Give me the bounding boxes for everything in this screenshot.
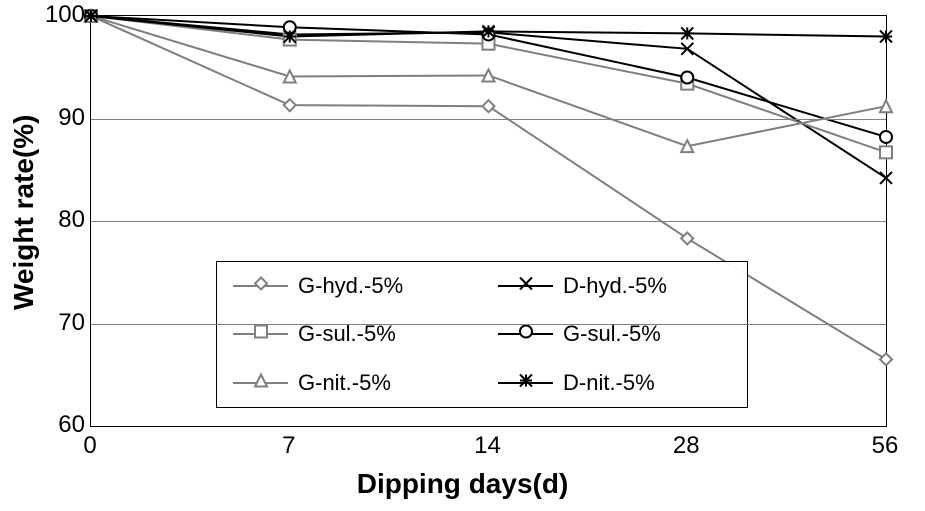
x-tick-label: 28 xyxy=(673,432,700,460)
legend-item: D-hyd.-5% xyxy=(482,273,747,299)
legend: G-hyd.-5% D-hyd.-5% G-sul.-5% G-sul.-5% G-ni… xyxy=(216,261,748,408)
x-tick-label: 0 xyxy=(83,432,96,460)
y-tick-label: 70 xyxy=(35,309,85,337)
legend-row: G-sul.-5% G-sul.-5% xyxy=(217,310,747,358)
legend-marker-icon xyxy=(253,276,269,297)
legend-item: G-sul.-5% xyxy=(482,321,747,347)
y-tick-label: 60 xyxy=(35,411,85,439)
legend-marker-icon xyxy=(518,372,534,393)
legend-line-icon xyxy=(233,285,288,287)
legend-label: G-nit.-5% xyxy=(298,370,391,396)
legend-row: G-hyd.-5% D-hyd.-5% xyxy=(217,262,747,310)
y-tick-label: 80 xyxy=(35,206,85,234)
legend-label: G-sul.-5% xyxy=(298,321,396,347)
gridline xyxy=(91,221,886,222)
gridline xyxy=(91,119,886,120)
legend-row: G-nit.-5% D-nit.-5% xyxy=(217,359,747,407)
legend-item: G-sul.-5% xyxy=(217,321,482,347)
legend-line-icon xyxy=(233,333,288,335)
legend-marker-icon xyxy=(518,324,534,345)
legend-label: D-hyd.-5% xyxy=(563,273,667,299)
legend-line-icon xyxy=(498,285,553,287)
plot-area: G-hyd.-5% D-hyd.-5% G-sul.-5% G-sul.-5% G-ni… xyxy=(90,15,887,427)
y-tick-label: 100 xyxy=(35,1,85,29)
legend-label: G-sul.-5% xyxy=(563,321,661,347)
x-axis-label: Dipping days(d) xyxy=(0,468,925,500)
legend-item: G-nit.-5% xyxy=(217,370,482,396)
legend-marker-icon xyxy=(518,276,534,297)
x-tick-label: 7 xyxy=(282,432,295,460)
chart-container: G-hyd.-5% D-hyd.-5% G-sul.-5% G-sul.-5% G-ni… xyxy=(0,0,925,511)
legend-line-icon xyxy=(233,382,288,384)
y-tick-label: 90 xyxy=(35,104,85,132)
legend-line-icon xyxy=(498,382,553,384)
x-tick-label: 14 xyxy=(474,432,501,460)
legend-item: D-nit.-5% xyxy=(482,370,747,396)
gridline xyxy=(91,324,886,325)
legend-label: G-hyd.-5% xyxy=(298,273,403,299)
x-tick-label: 56 xyxy=(872,432,899,460)
legend-item: G-hyd.-5% xyxy=(217,273,482,299)
legend-line-icon xyxy=(498,333,553,335)
legend-marker-icon xyxy=(253,372,269,393)
legend-label: D-nit.-5% xyxy=(563,370,655,396)
legend-marker-icon xyxy=(253,324,269,345)
